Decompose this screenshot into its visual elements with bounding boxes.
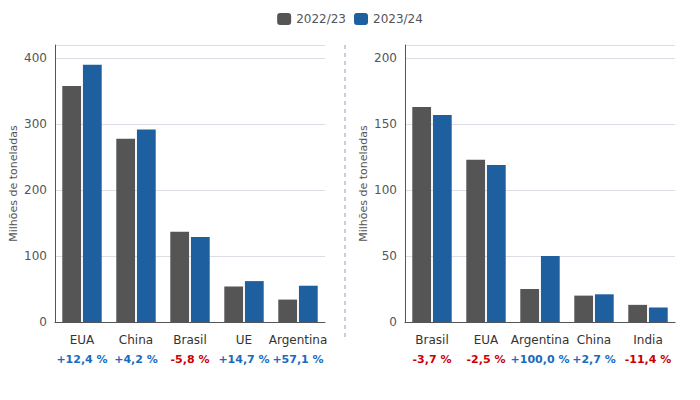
svg-text:India: India [633, 333, 662, 347]
svg-text:2023/24: 2023/24 [373, 12, 423, 26]
svg-text:400: 400 [24, 51, 47, 65]
svg-text:China: China [119, 333, 153, 347]
svg-text:-3,7 %: -3,7 % [413, 353, 452, 366]
svg-text:Argentina: Argentina [511, 333, 570, 347]
svg-text:200: 200 [24, 183, 47, 197]
svg-text:100: 100 [24, 249, 47, 263]
svg-text:50: 50 [382, 249, 397, 263]
svg-text:+100,0 %: +100,0 % [511, 353, 570, 366]
svg-text:EUA: EUA [474, 333, 499, 347]
svg-text:China: China [577, 333, 611, 347]
svg-text:+57,1 %: +57,1 % [272, 353, 323, 366]
svg-text:+12,4 %: +12,4 % [56, 353, 107, 366]
svg-text:100: 100 [374, 183, 397, 197]
svg-text:+2,7 %: +2,7 % [572, 353, 616, 366]
svg-text:-5,8 %: -5,8 % [171, 353, 210, 366]
svg-text:-11,4 %: -11,4 % [625, 353, 672, 366]
svg-text:EUA: EUA [70, 333, 95, 347]
svg-text:Brasil: Brasil [173, 333, 206, 347]
svg-text:200: 200 [374, 51, 397, 65]
svg-text:0: 0 [389, 315, 397, 329]
svg-text:Milhões de toneladas: Milhões de toneladas [7, 125, 20, 242]
svg-text:Brasil: Brasil [415, 333, 448, 347]
svg-text:-2,5 %: -2,5 % [467, 353, 506, 366]
svg-text:UE: UE [236, 333, 252, 347]
svg-text:2022/23: 2022/23 [296, 12, 346, 26]
svg-text:Milhões de toneladas: Milhões de toneladas [357, 125, 370, 242]
svg-text:150: 150 [374, 117, 397, 131]
svg-text:+14,7 %: +14,7 % [218, 353, 269, 366]
svg-text:+4,2 %: +4,2 % [114, 353, 158, 366]
svg-text:0: 0 [39, 315, 47, 329]
svg-text:300: 300 [24, 117, 47, 131]
svg-text:Argentina: Argentina [269, 333, 328, 347]
